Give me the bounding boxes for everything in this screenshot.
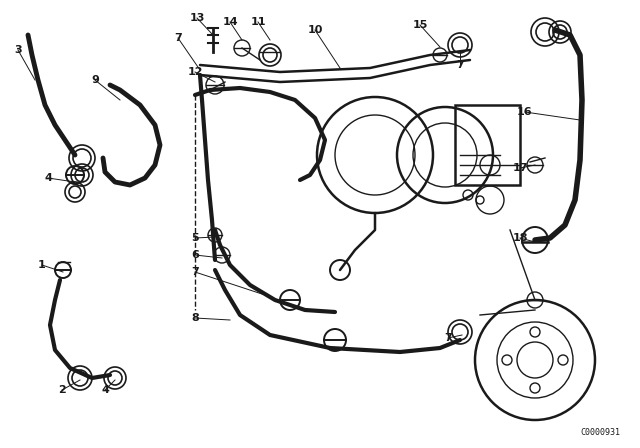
Text: 7: 7 — [174, 33, 182, 43]
Text: 4: 4 — [101, 385, 109, 395]
Text: 11: 11 — [250, 17, 266, 27]
Text: 3: 3 — [14, 45, 22, 55]
Text: 17: 17 — [512, 163, 528, 173]
Text: 10: 10 — [307, 25, 323, 35]
Text: 12: 12 — [188, 67, 203, 77]
Text: 4: 4 — [44, 173, 52, 183]
Bar — [455, 105, 520, 185]
Text: 7: 7 — [444, 333, 452, 343]
Text: 1: 1 — [38, 260, 46, 270]
Text: 2: 2 — [58, 385, 66, 395]
Text: 18: 18 — [512, 233, 528, 243]
Text: 7: 7 — [456, 60, 464, 70]
Text: 9: 9 — [91, 75, 99, 85]
Text: 16: 16 — [517, 107, 533, 117]
Text: 13: 13 — [189, 13, 205, 23]
Text: 8: 8 — [191, 313, 199, 323]
Text: 7: 7 — [191, 267, 199, 277]
Text: 5: 5 — [191, 233, 199, 243]
Text: 6: 6 — [191, 250, 199, 260]
Text: 15: 15 — [412, 20, 428, 30]
Text: C0000931: C0000931 — [580, 427, 620, 436]
Text: 14: 14 — [222, 17, 238, 27]
